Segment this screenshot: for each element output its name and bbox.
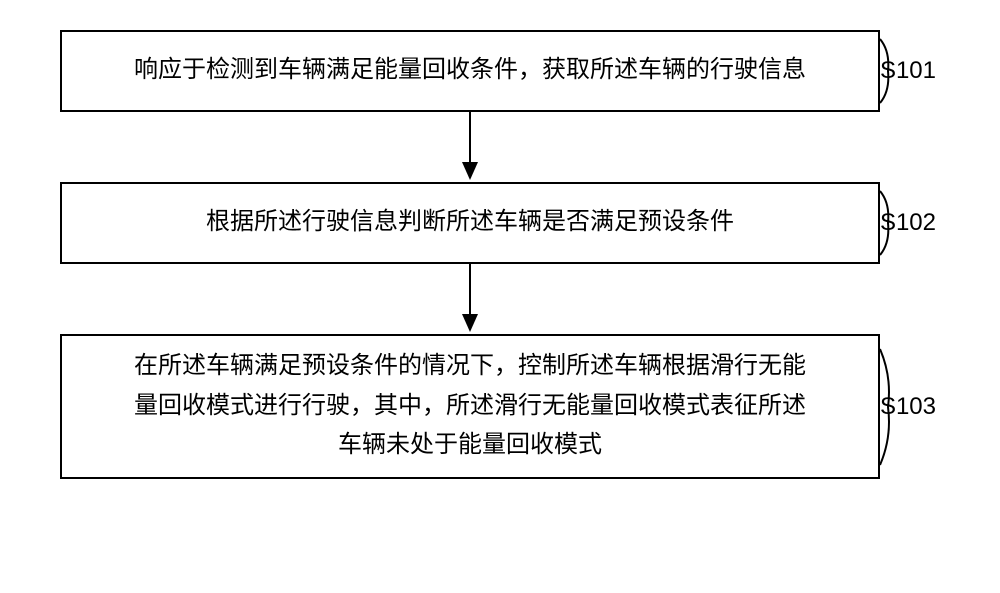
flow-step-3-text-line1: 在所述车辆满足预设条件的情况下，控制所述车辆根据滑行无能 [134,347,806,387]
arrow-svg-2 [455,264,485,334]
flow-step-2: 根据所述行驶信息判断所述车辆是否满足预设条件 S102 [60,182,880,264]
step-label-3: S103 [880,393,936,421]
flow-step-1: 响应于检测到车辆满足能量回收条件，获取所述车辆的行驶信息 S101 [60,30,880,112]
arrow-svg-1 [455,112,485,182]
flow-step-3: 在所述车辆满足预设条件的情况下，控制所述车辆根据滑行无能 量回收模式进行行驶，其… [60,334,880,479]
flow-step-1-text: 响应于检测到车辆满足能量回收条件，获取所述车辆的行驶信息 [134,51,806,91]
arrow-2 [60,264,880,334]
step-label-2: S102 [880,209,936,237]
flow-step-3-text-line3: 车辆未处于能量回收模式 [338,426,602,466]
flow-step-3-text-line2: 量回收模式进行行驶，其中，所述滑行无能量回收模式表征所述 [134,387,806,427]
flowchart-container: 响应于检测到车辆满足能量回收条件，获取所述车辆的行驶信息 S101 根据所述行驶… [60,30,940,479]
arrow-1 [60,112,880,182]
flow-step-2-text: 根据所述行驶信息判断所述车辆是否满足预设条件 [206,203,734,243]
step-label-1: S101 [880,57,936,85]
